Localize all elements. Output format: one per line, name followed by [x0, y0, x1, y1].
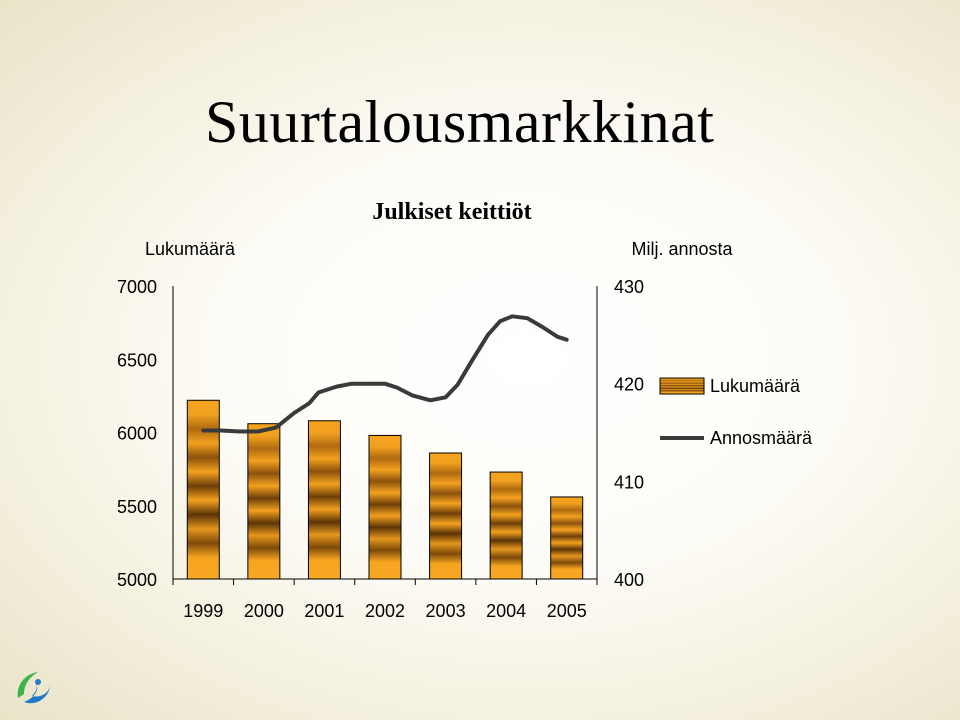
bar-2004	[489, 471, 523, 580]
line-series	[201, 314, 569, 434]
bar-2002	[368, 434, 402, 580]
bar-1999	[186, 399, 220, 580]
logo-dot	[35, 679, 41, 685]
x-tick-label: 2000	[244, 601, 284, 621]
x-tick-label: 2002	[365, 601, 405, 621]
axes	[172, 286, 598, 585]
legend-swatch-lukumaara	[659, 377, 705, 395]
slide-title: Suurtalousmarkkinat	[205, 89, 715, 155]
y-left-tick-label: 6000	[117, 424, 157, 444]
legend-label-lukumaara: Lukumäärä	[710, 376, 801, 396]
x-tick-label: 2001	[304, 601, 344, 621]
y-right-axis-label: Milj. annosta	[631, 239, 733, 259]
y-right-tick-label: 410	[614, 472, 644, 492]
combo-chart: Julkiset keittiöt Lukumäärä Milj. annost…	[117, 199, 813, 621]
y-right-tick-labels: 430 420 410 400	[614, 277, 644, 590]
logo-blue-wave	[24, 684, 50, 704]
x-tick-label: 2005	[547, 601, 587, 621]
bar-2000	[247, 423, 281, 580]
x-tick-label: 2004	[486, 601, 526, 621]
y-right-tick-label: 420	[614, 375, 644, 395]
y-left-tick-labels: 7000 6500 6000 5500 5000	[117, 277, 157, 590]
legend-label-annosmaara: Annosmäärä	[710, 428, 813, 448]
legend: Lukumäärä Annosmäärä	[659, 376, 813, 448]
bar-2005	[550, 496, 584, 580]
bar-2001	[307, 420, 341, 580]
x-tick-label: 1999	[183, 601, 223, 621]
y-left-tick-label: 5500	[117, 497, 157, 517]
chart-title: Julkiset keittiöt	[372, 199, 531, 225]
x-tick-labels: 1999 2000 2001 2002 2003 2004 2005	[183, 601, 586, 621]
company-logo	[17, 672, 50, 704]
y-right-tick-label: 400	[614, 570, 644, 590]
bar-series	[186, 399, 584, 580]
y-left-axis-label: Lukumäärä	[145, 239, 236, 259]
x-tick-label: 2003	[426, 601, 466, 621]
y-left-tick-label: 7000	[117, 277, 157, 297]
bar-2003	[429, 452, 463, 580]
logo-green-leaf	[17, 672, 38, 698]
annosmaara-line	[201, 314, 569, 434]
y-left-tick-label: 6500	[117, 350, 157, 370]
y-left-tick-label: 5000	[117, 570, 157, 590]
y-right-tick-label: 430	[614, 277, 644, 297]
